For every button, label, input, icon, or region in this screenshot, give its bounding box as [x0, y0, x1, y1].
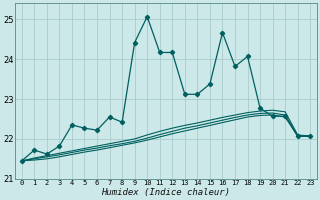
X-axis label: Humidex (Indice chaleur): Humidex (Indice chaleur)	[101, 188, 230, 197]
